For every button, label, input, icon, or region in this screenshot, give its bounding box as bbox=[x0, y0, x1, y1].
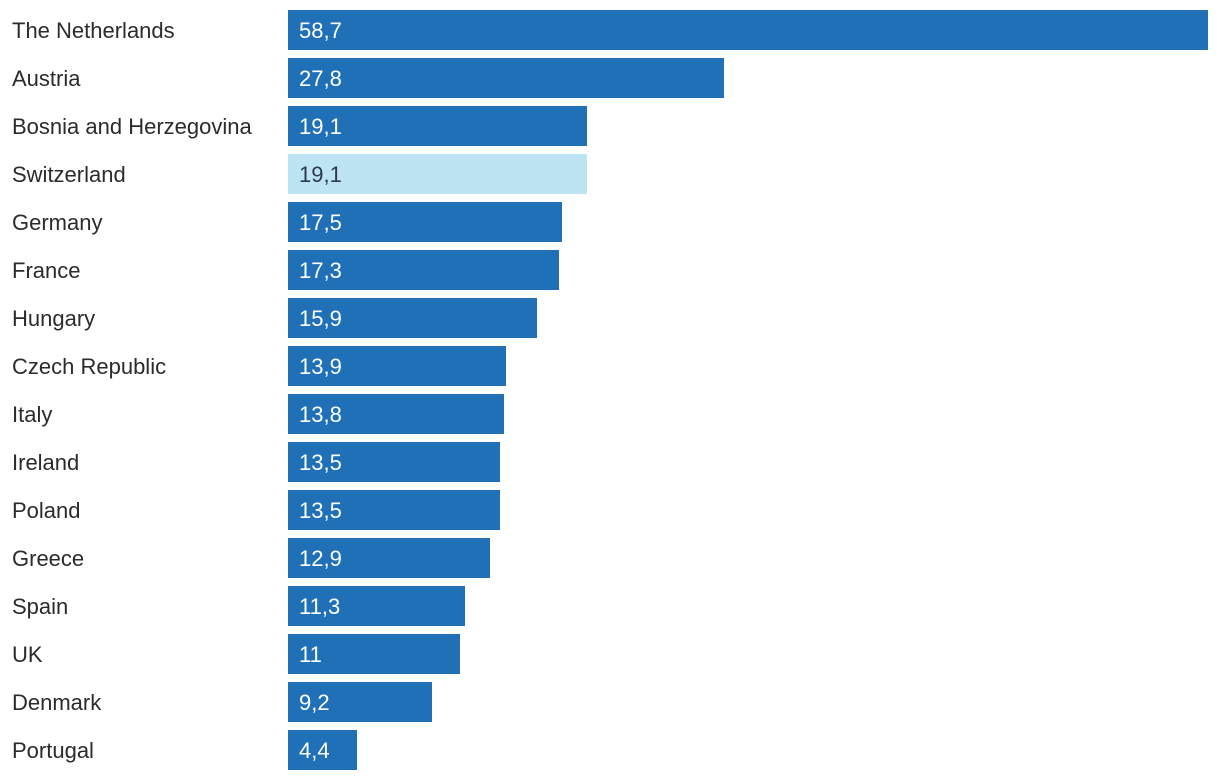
bar-switzerland bbox=[288, 154, 587, 194]
bar-row-czech-republic: Czech Republic 13,9 bbox=[12, 346, 506, 386]
value-label-czech-republic: 13,9 bbox=[299, 354, 342, 379]
bar-germany bbox=[288, 202, 562, 242]
bar-the-netherlands bbox=[288, 10, 1208, 50]
bar-czech-republic bbox=[288, 346, 506, 386]
bar-greece bbox=[288, 538, 490, 578]
category-label-spain: Spain bbox=[12, 594, 68, 619]
value-label-bosnia-and-herzegovina: 19,1 bbox=[299, 114, 342, 139]
bar-row-denmark: Denmark 9,2 bbox=[12, 682, 432, 722]
bar-france bbox=[288, 250, 559, 290]
category-label-germany: Germany bbox=[12, 210, 102, 235]
category-label-poland: Poland bbox=[12, 498, 81, 523]
value-label-greece: 12,9 bbox=[299, 546, 342, 571]
bar-uk bbox=[288, 634, 460, 674]
bar-row-poland: Poland 13,5 bbox=[12, 490, 500, 530]
category-label-hungary: Hungary bbox=[12, 306, 95, 331]
value-label-hungary: 15,9 bbox=[299, 306, 342, 331]
bar-austria bbox=[288, 58, 724, 98]
bar-row-portugal: Portugal 4,4 bbox=[12, 730, 357, 770]
bar-rows: The Netherlands 58,7 Austria 27,8 Bosnia and… bbox=[12, 10, 1208, 770]
category-label-france: France bbox=[12, 258, 80, 283]
bar-portugal bbox=[288, 730, 357, 770]
bar-bosnia-and-herzegovina bbox=[288, 106, 587, 146]
bar-row-france: France 17,3 bbox=[12, 250, 559, 290]
value-label-uk: 11 bbox=[299, 642, 322, 667]
category-label-the-netherlands: The Netherlands bbox=[12, 18, 175, 43]
category-label-ireland: Ireland bbox=[12, 450, 79, 475]
category-label-denmark: Denmark bbox=[12, 690, 102, 715]
value-label-poland: 13,5 bbox=[299, 498, 342, 523]
bar-row-uk: UK 11 bbox=[12, 634, 460, 674]
value-label-switzerland: 19,1 bbox=[299, 162, 342, 187]
category-label-czech-republic: Czech Republic bbox=[12, 354, 166, 379]
bar-row-greece: Greece 12,9 bbox=[12, 538, 490, 578]
bar-row-bosnia-and-herzegovina: Bosnia and Herzegovina 19,1 bbox=[12, 106, 587, 146]
bar-hungary bbox=[288, 298, 537, 338]
bar-row-italy: Italy 13,8 bbox=[12, 394, 504, 434]
value-label-italy: 13,8 bbox=[299, 402, 342, 427]
bar-italy bbox=[288, 394, 504, 434]
value-label-denmark: 9,2 bbox=[299, 690, 330, 715]
bar-row-the-netherlands: The Netherlands 58,7 bbox=[12, 10, 1208, 50]
category-label-austria: Austria bbox=[12, 66, 81, 91]
value-label-austria: 27,8 bbox=[299, 66, 342, 91]
bar-row-ireland: Ireland 13,5 bbox=[12, 442, 500, 482]
value-label-germany: 17,5 bbox=[299, 210, 342, 235]
category-label-uk: UK bbox=[12, 642, 43, 667]
category-label-bosnia-and-herzegovina: Bosnia and Herzegovina bbox=[12, 114, 252, 139]
bar-ireland bbox=[288, 442, 500, 482]
bar-row-austria: Austria 27,8 bbox=[12, 58, 724, 98]
value-label-france: 17,3 bbox=[299, 258, 342, 283]
value-label-portugal: 4,4 bbox=[299, 738, 330, 763]
bar-spain bbox=[288, 586, 465, 626]
category-label-greece: Greece bbox=[12, 546, 84, 571]
value-label-spain: 11,3 bbox=[299, 594, 340, 619]
bar-row-spain: Spain 11,3 bbox=[12, 586, 465, 626]
value-label-ireland: 13,5 bbox=[299, 450, 342, 475]
category-label-portugal: Portugal bbox=[12, 738, 94, 763]
category-label-switzerland: Switzerland bbox=[12, 162, 126, 187]
bar-denmark bbox=[288, 682, 432, 722]
bar-row-germany: Germany 17,5 bbox=[12, 202, 562, 242]
bar-poland bbox=[288, 490, 500, 530]
bar-row-switzerland: Switzerland 19,1 bbox=[12, 154, 587, 194]
value-label-the-netherlands: 58,7 bbox=[299, 18, 342, 43]
category-label-italy: Italy bbox=[12, 402, 52, 427]
bar-row-hungary: Hungary 15,9 bbox=[12, 298, 537, 338]
